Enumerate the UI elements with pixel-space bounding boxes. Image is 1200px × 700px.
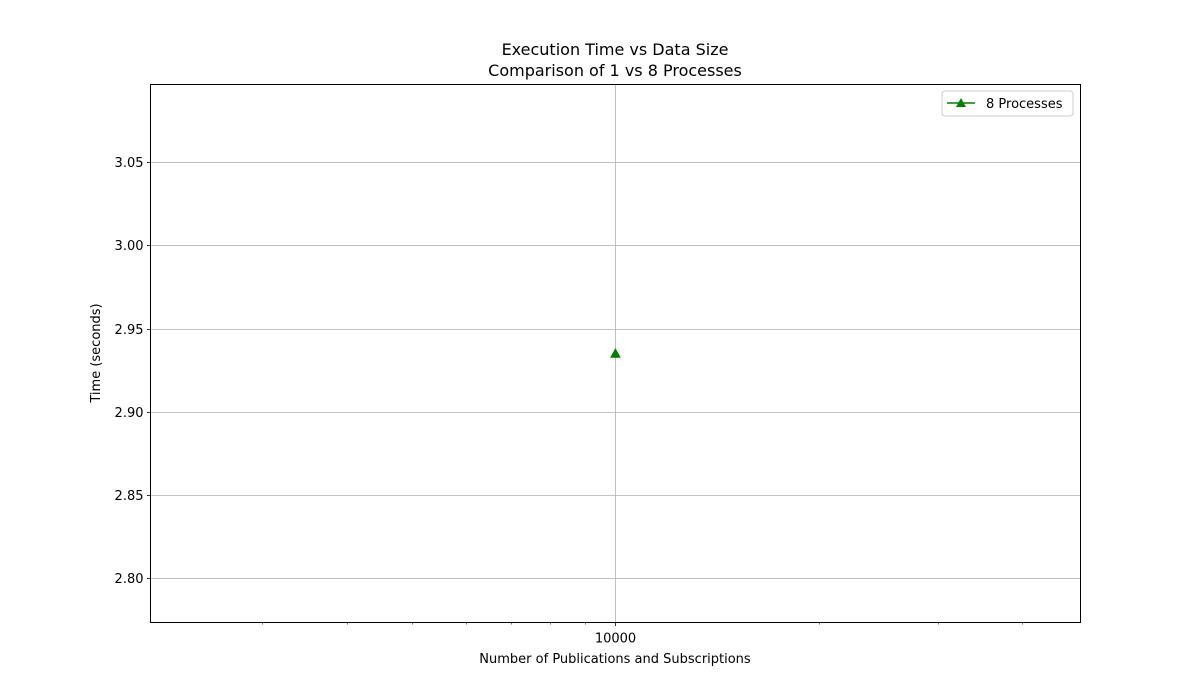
x-axis-label: Number of Publications and Subscriptions [479, 652, 751, 667]
data-point-triangle-icon [610, 347, 621, 358]
axis-ticks: 2.80 2.85 2.90 2.95 3.00 3.05 10000 [115, 156, 1023, 647]
grid [150, 84, 1081, 623]
legend-marker-triangle-icon [956, 98, 966, 107]
chart-title: Execution Time vs Data Size [502, 40, 729, 59]
y-axis-label: Time (seconds) [89, 303, 104, 403]
y-tick-label: 2.90 [115, 406, 144, 421]
y-tick-label: 3.05 [115, 156, 144, 171]
y-tick-label: 2.95 [115, 323, 144, 338]
y-tick-label: 3.00 [115, 239, 144, 254]
series-layer [610, 347, 621, 358]
legend-label-8-processes: 8 Processes [986, 97, 1063, 112]
y-tick-label: 2.80 [115, 572, 144, 587]
legend-box [941, 90, 1074, 117]
legend: 8 Processes [941, 90, 1074, 117]
y-tick-label: 2.85 [115, 489, 144, 504]
x-tick-label: 10000 [595, 632, 636, 647]
chart-subtitle: Comparison of 1 vs 8 Processes [488, 61, 742, 80]
